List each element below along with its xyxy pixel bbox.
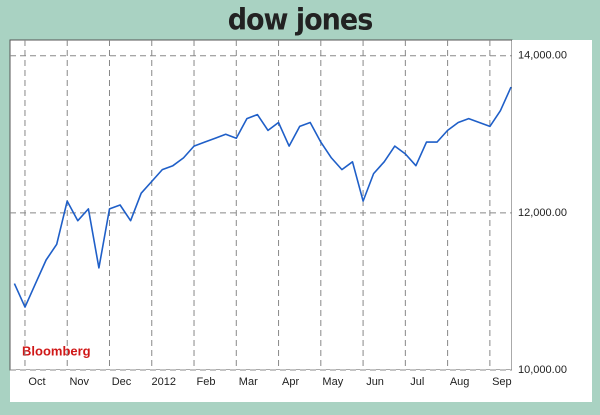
chart-title: dow jones xyxy=(228,2,373,37)
x-tick-label: Aug xyxy=(450,376,470,388)
x-tick-label: Apr xyxy=(282,376,299,388)
y-tick-label: 14,000.00 xyxy=(518,50,567,62)
x-tick-label: Sep xyxy=(492,376,512,388)
x-tick-label: Feb xyxy=(197,376,216,388)
x-tick-label: 2012 xyxy=(152,376,176,388)
x-tick-label: May xyxy=(322,376,343,388)
line-series xyxy=(13,86,512,308)
y-tick-label: 10,000.00 xyxy=(518,364,567,376)
axis-panel xyxy=(512,40,592,402)
source-label: Bloomberg xyxy=(22,343,91,358)
x-tick-label: Nov xyxy=(69,376,89,388)
y-tick-label: 12,000.00 xyxy=(518,207,567,219)
plot-area xyxy=(9,39,513,371)
axis-panel xyxy=(10,370,512,402)
x-tick-label: Jun xyxy=(366,376,384,388)
x-tick-label: Oct xyxy=(28,376,45,388)
x-tick-label: Mar xyxy=(239,376,258,388)
x-tick-label: Jul xyxy=(410,376,424,388)
x-tick-label: Dec xyxy=(112,376,132,388)
